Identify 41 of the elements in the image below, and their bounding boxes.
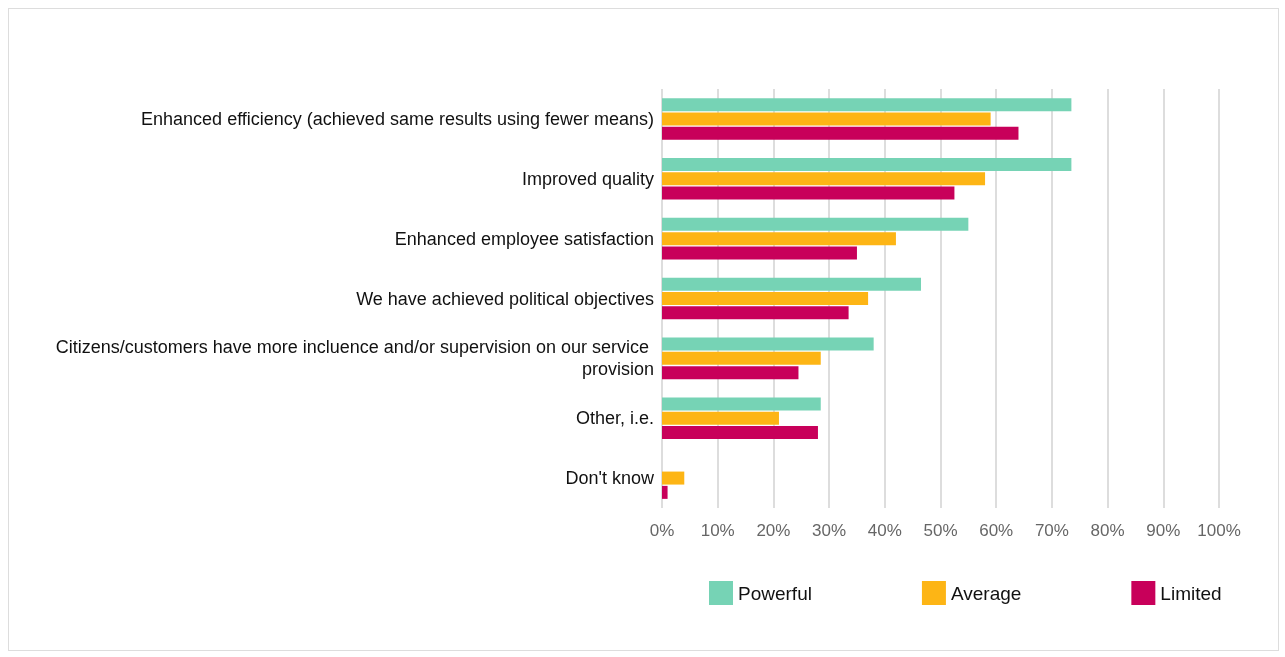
x-tick-label: 70%: [1034, 521, 1069, 540]
x-tick-label: 40%: [867, 521, 902, 540]
bar: [662, 186, 955, 200]
bar: [662, 426, 818, 440]
bar: [662, 157, 1072, 171]
legend-label: Average: [950, 582, 1022, 604]
x-tick-label: 100%: [1197, 521, 1241, 540]
bar: [662, 246, 857, 260]
x-tick-label: 60%: [979, 521, 1014, 540]
x-tick-label: 50%: [923, 521, 958, 540]
bar: [662, 485, 668, 499]
x-tick-label: 10%: [700, 521, 735, 540]
x-tick-label: 0%: [649, 521, 675, 540]
bar: [662, 98, 1072, 112]
bar: [662, 397, 821, 411]
y-tick-label: Other, i.e.: [575, 408, 654, 429]
y-tick-label: We have achieved political objectives: [356, 288, 654, 309]
legend-label: Limited: [1160, 582, 1222, 604]
bar: [662, 337, 874, 351]
y-tick-label: Don't know: [565, 468, 655, 489]
bar: [662, 471, 685, 485]
bar: [662, 126, 1019, 140]
bar: [662, 277, 922, 291]
x-tick-label: 30%: [812, 521, 847, 540]
bar: [662, 112, 991, 126]
bar: [662, 292, 869, 305]
y-tick-label: Enhanced employee satisfaction: [394, 228, 654, 249]
x-tick-label: 80%: [1090, 521, 1125, 540]
x-tick-label: 90%: [1146, 521, 1181, 540]
y-tick-label: Enhanced efficiency (achieved same results using fewer means): [141, 108, 654, 129]
bar: [662, 217, 969, 231]
bar: [662, 411, 779, 425]
bar: [662, 172, 986, 186]
bar: [662, 232, 896, 246]
y-tick-label: Citizens/customers have more incluence and/or supervision on our service provision: [55, 337, 654, 380]
x-tick-label: 20%: [756, 521, 791, 540]
y-tick-label: Improved quality: [521, 168, 654, 189]
bar: [662, 351, 821, 365]
bar: [662, 306, 849, 320]
bar: [662, 366, 799, 380]
legend-label: Powerful: [738, 582, 812, 604]
